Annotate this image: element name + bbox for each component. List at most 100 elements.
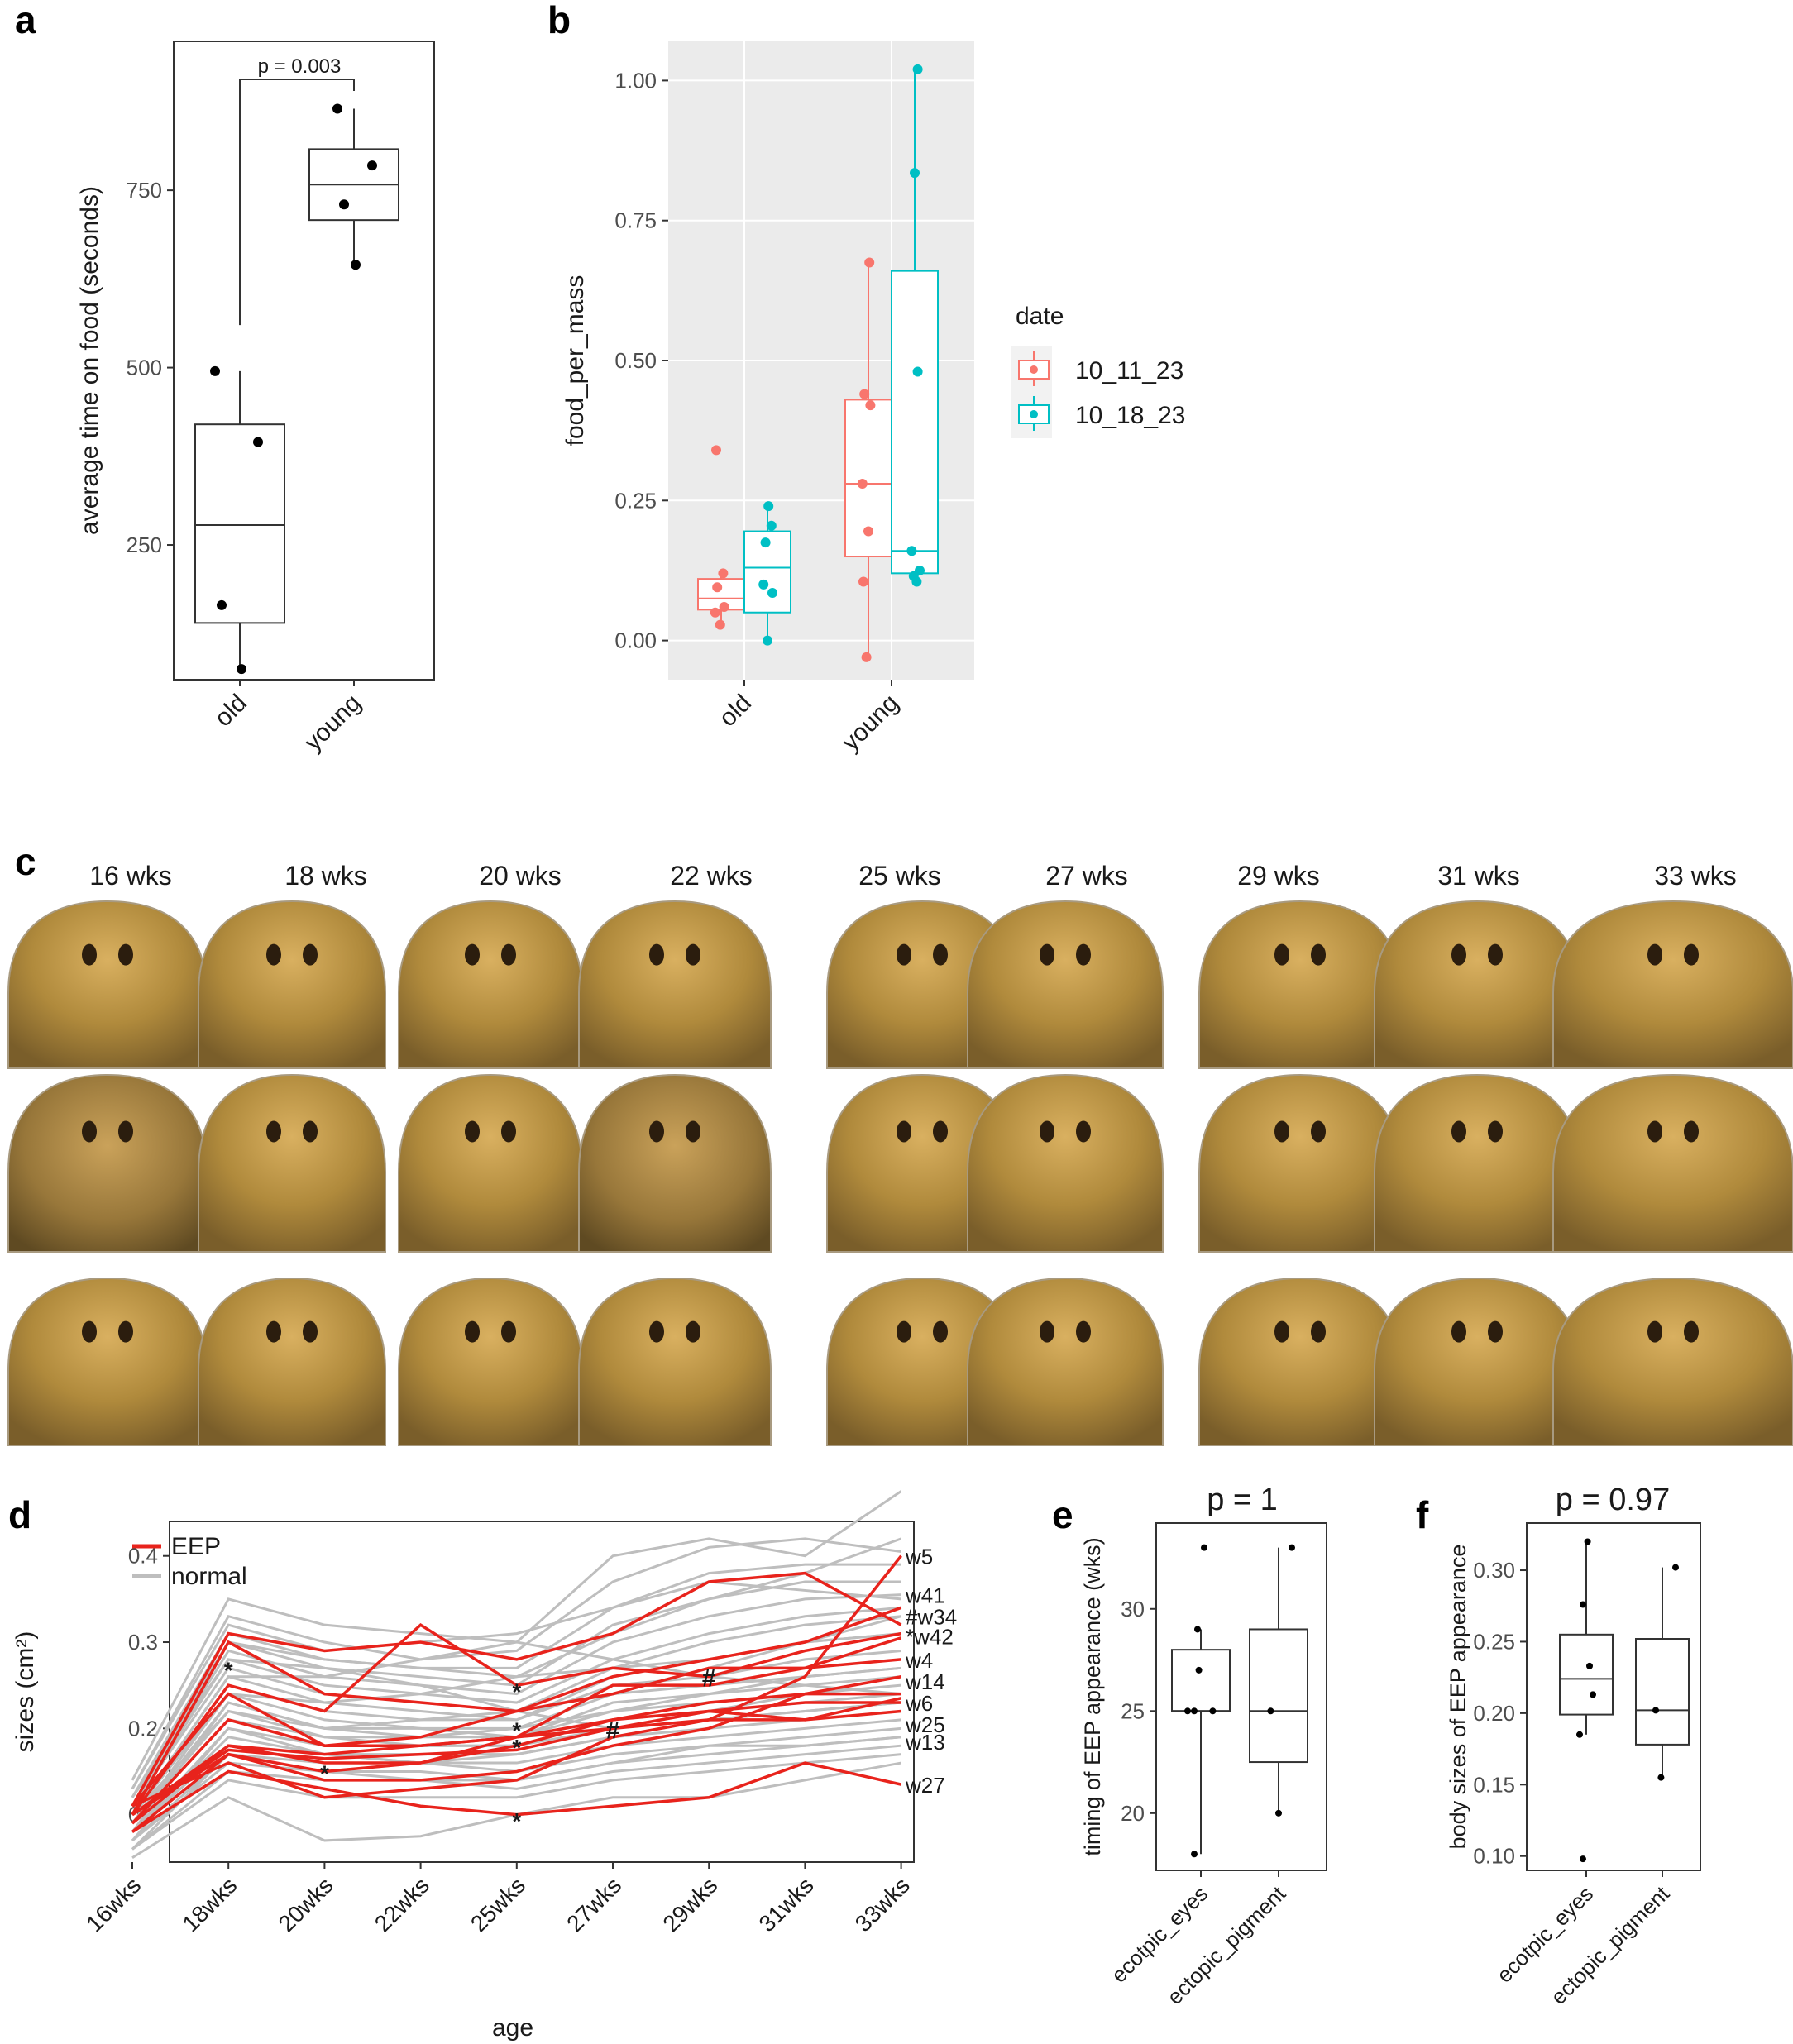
data-point [715, 619, 725, 630]
data-point [210, 365, 220, 376]
x-tick-label: 18wks [177, 1872, 241, 1937]
box-body [1559, 1633, 1614, 1716]
eep-end-label: w5 [905, 1545, 933, 1569]
data-point [351, 260, 361, 270]
data-point [858, 576, 868, 587]
data-point [367, 160, 377, 171]
photo-column-label: 33 wks [1654, 861, 1737, 891]
planarian-head-photo [198, 1073, 386, 1253]
eep-annotation: * [512, 1808, 521, 1834]
eep-end-label: w14 [905, 1669, 945, 1694]
planarian-eye-right [1311, 1120, 1326, 1143]
data-point [1576, 1731, 1583, 1738]
planarian-eye-left [1451, 943, 1466, 966]
chart-a-ylabel: average time on food (seconds) [76, 186, 103, 535]
photo-column-label: 22 wks [670, 861, 753, 891]
y-tick-label: 0.4 [128, 1544, 158, 1569]
planarian-eye-left [896, 1320, 911, 1343]
data-point [711, 445, 721, 456]
chart-f-title: p = 0.97 [1556, 1483, 1670, 1517]
chart-b-legend-title: date [1016, 303, 1064, 330]
planarian-eye-left [1274, 943, 1289, 966]
chart-f-ylabel: body sizes of EEP appearance [1446, 1545, 1470, 1850]
data-point [1194, 1626, 1201, 1633]
planarian-eye-left [649, 943, 664, 966]
x-tick-label: 16wks [81, 1872, 146, 1937]
data-point [1580, 1601, 1586, 1608]
planarian-eye-right [1488, 1120, 1503, 1143]
chart-d-legend-label-eep: EEP [171, 1533, 221, 1560]
planarian-head-photo [1198, 1277, 1402, 1446]
eep-end-label: w6 [905, 1691, 933, 1716]
eep-line [131, 1554, 902, 1808]
data-point [1580, 1855, 1586, 1863]
planarian-head-photo [1198, 1073, 1402, 1253]
data-point [859, 389, 870, 399]
eep-annotation: * [224, 1657, 233, 1683]
planarian-eye-right [1488, 943, 1503, 966]
planarian-head-photo [1374, 900, 1580, 1069]
photo-column-label: 20 wks [479, 861, 562, 891]
normal-line [131, 1563, 901, 1798]
planarian-head-photo [198, 900, 386, 1069]
planarian-head-photo [1198, 900, 1402, 1069]
data-point [763, 501, 774, 512]
planarian-eye-right [303, 1120, 318, 1143]
panel-label-e: e [1052, 1493, 1073, 1536]
data-point [1201, 1544, 1207, 1551]
photo-grid: 16 wks 18 wks 20 wks 22 wks 25 wks 27 wks 29 w… [7, 861, 1793, 1446]
box-body [891, 270, 939, 575]
data-point [912, 64, 923, 74]
planarian-eye-left [649, 1120, 664, 1143]
planarian-eye-right [686, 943, 700, 966]
chart-d-legend [132, 1544, 161, 1578]
data-point [1289, 1544, 1295, 1551]
y-tick-label: 25 [1121, 1698, 1145, 1723]
planarian-eye-right [118, 943, 133, 966]
panel-label-c: c [15, 840, 36, 883]
planarian-eye-left [266, 1320, 281, 1343]
planarian-eye-left [1040, 1320, 1054, 1343]
y-tick-label: 0.10 [1473, 1844, 1515, 1869]
eep-annotation: * [512, 1679, 521, 1704]
panel-label-d: d [8, 1493, 31, 1536]
planarian-head-photo [578, 1073, 772, 1253]
data-point [1586, 1662, 1593, 1669]
planarian-eye-right [1684, 1320, 1699, 1343]
data-point [719, 601, 729, 612]
y-tick-label: 0.2 [128, 1716, 158, 1741]
chart-d-legend-label-normal: normal [171, 1563, 247, 1590]
planarian-eye-left [1647, 1320, 1662, 1343]
x-tick-label: 31wks [754, 1872, 819, 1937]
planarian-eye-right [118, 1120, 133, 1143]
data-point [1191, 1707, 1198, 1715]
planarian-eye-right [933, 1120, 948, 1143]
planarian-eye-right [1684, 943, 1699, 966]
data-point [1652, 1707, 1659, 1714]
planarian-head-photo [967, 1277, 1164, 1446]
data-point [1184, 1707, 1191, 1715]
y-tick-label: 0.25 [1473, 1629, 1515, 1654]
planarian-eye-left [1040, 1120, 1054, 1143]
normal-line [131, 1701, 901, 1841]
y-tick-label: 0.25 [614, 488, 657, 513]
data-point [1584, 1538, 1591, 1545]
chart-b-legend-key-10_11_23 [1018, 351, 1050, 386]
normal-line [131, 1537, 901, 1790]
planarian-eye-right [303, 943, 318, 966]
y-tick-label: 0.30 [1473, 1558, 1515, 1583]
data-point [861, 652, 872, 662]
photo-column-label: 27 wks [1045, 861, 1128, 891]
eep-end-label: w25 [905, 1712, 945, 1737]
planarian-eye-left [1274, 1320, 1289, 1343]
photo-column-label: 31 wks [1437, 861, 1520, 891]
chart-d-ylabel: sizes (cm²) [12, 1631, 39, 1753]
normal-line [131, 1666, 901, 1816]
data-point [1209, 1707, 1217, 1715]
planarian-head-photo [1374, 1073, 1580, 1253]
planarian-eye-left [82, 943, 97, 966]
photo-column-label: 16 wks [89, 861, 172, 891]
box-body [1635, 1638, 1690, 1746]
planarian-eye-left [1647, 1120, 1662, 1143]
data-point [865, 400, 876, 411]
